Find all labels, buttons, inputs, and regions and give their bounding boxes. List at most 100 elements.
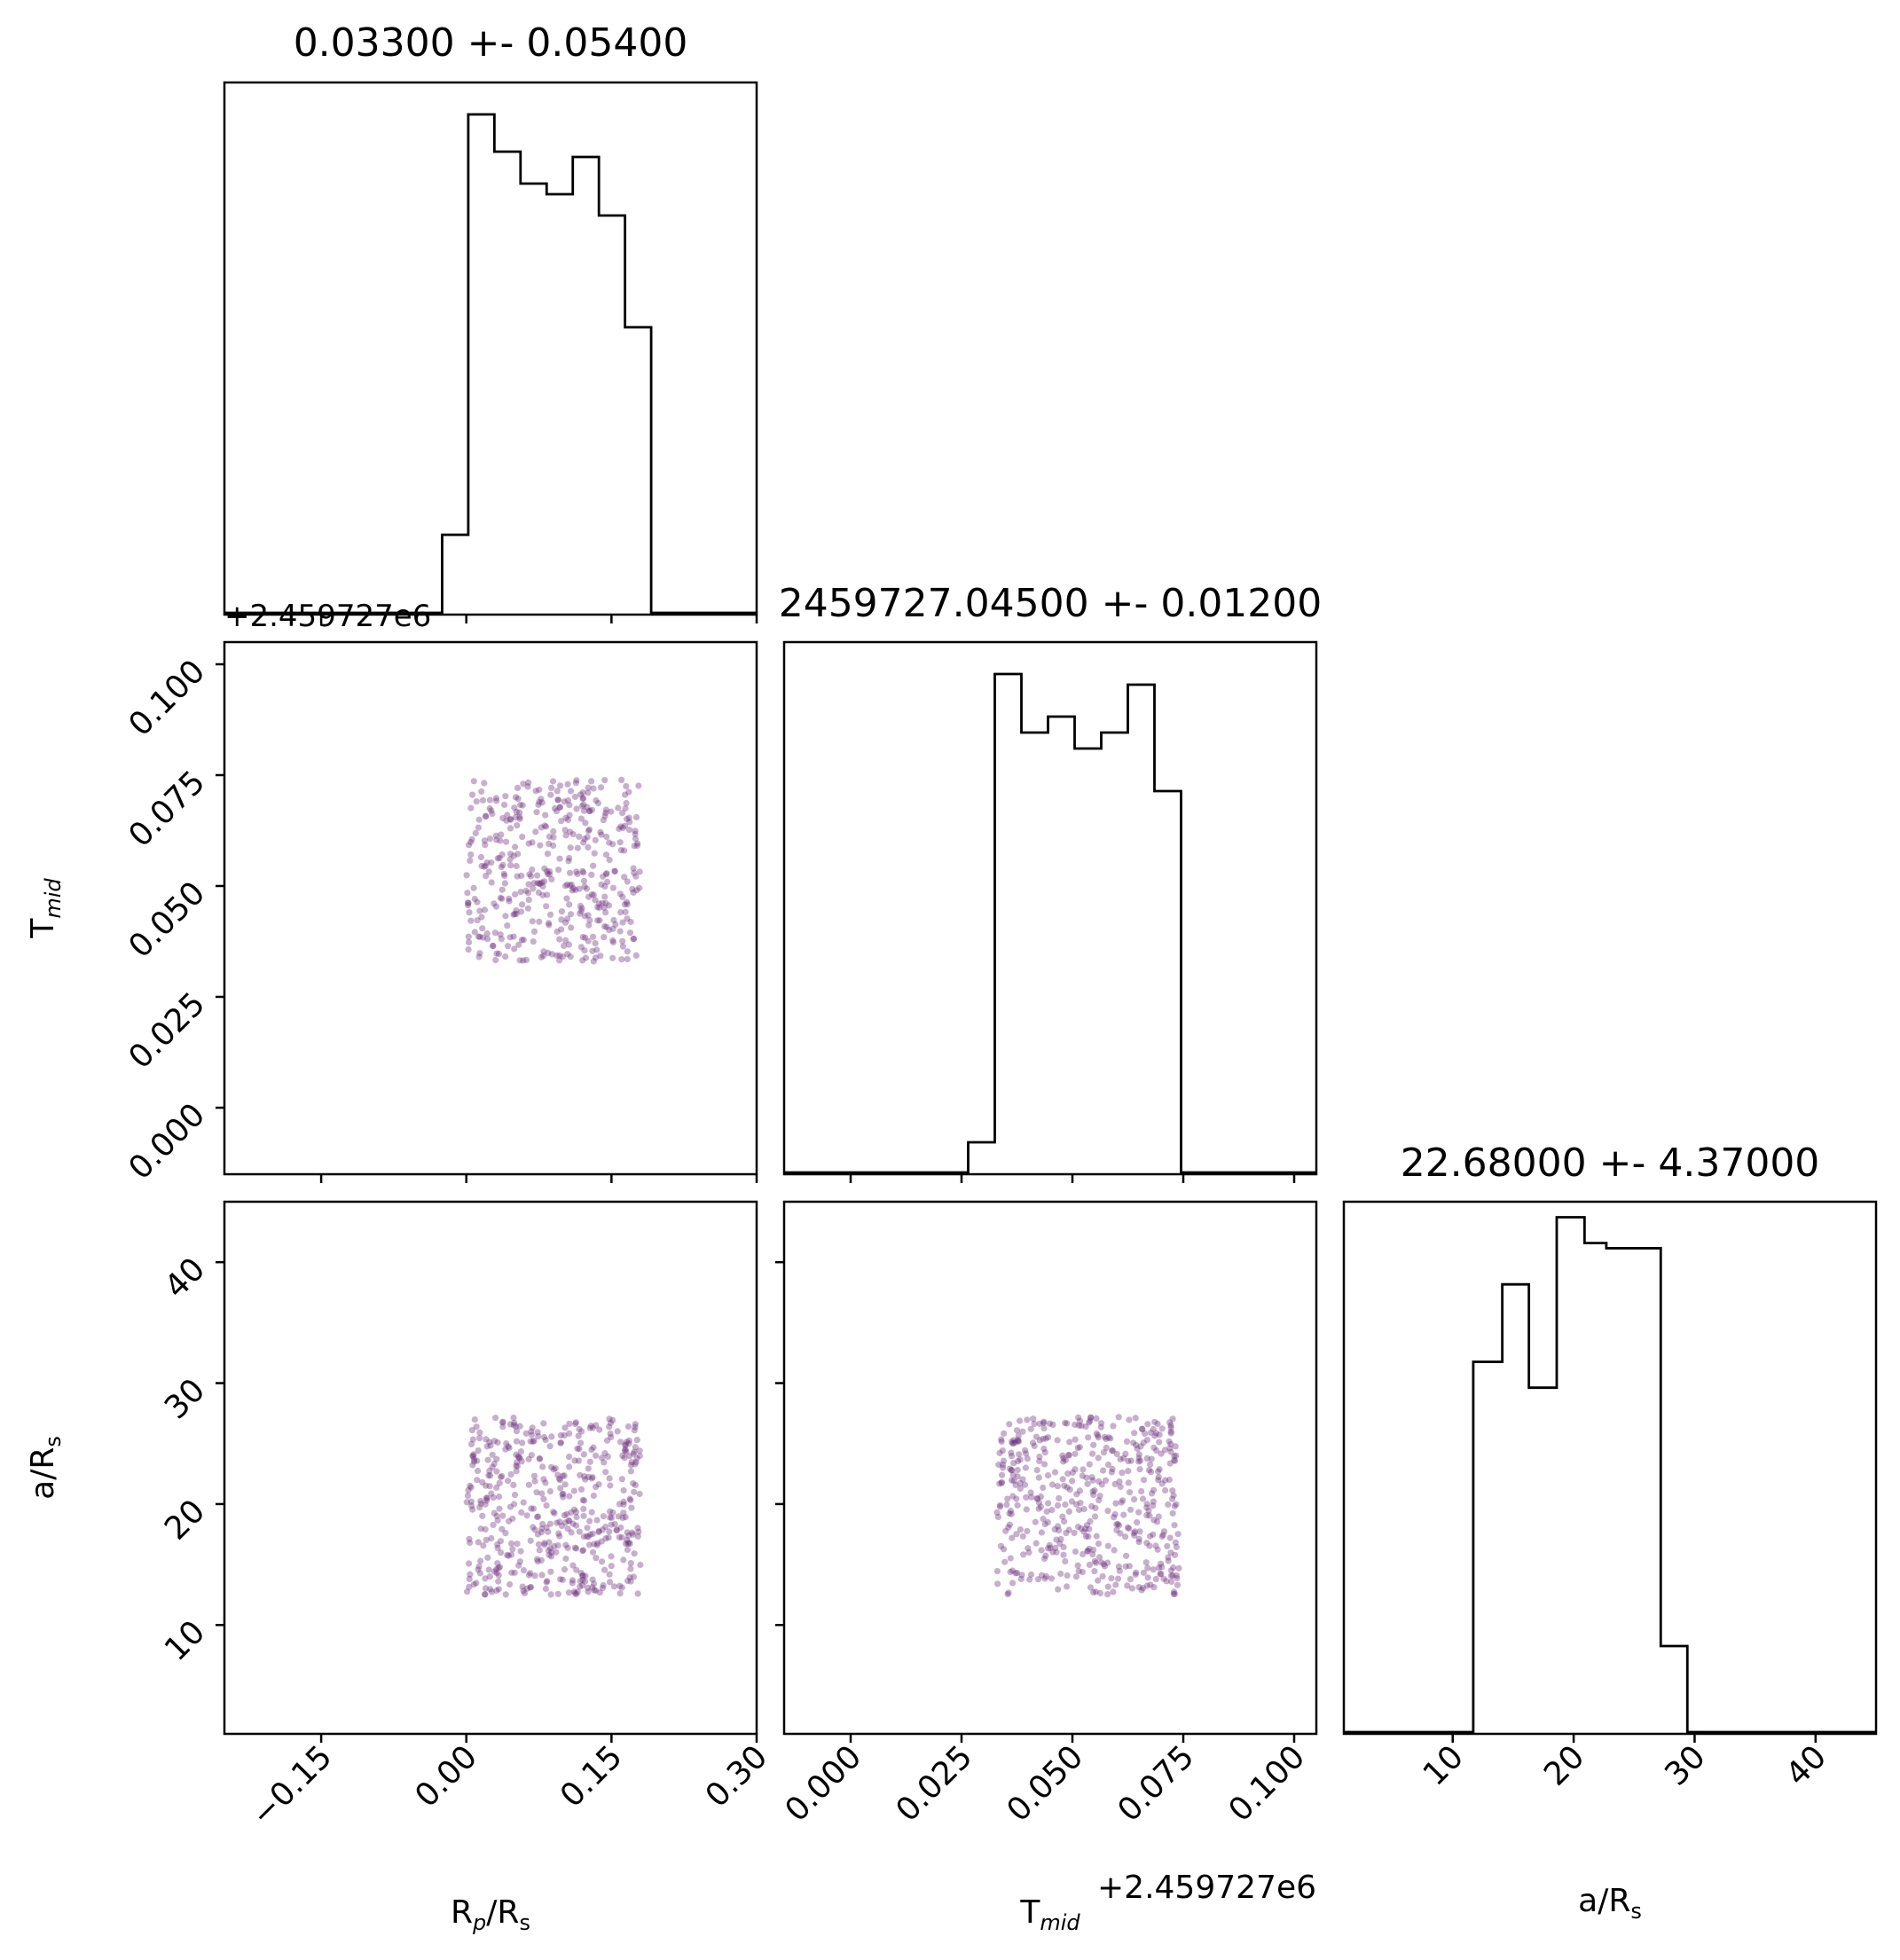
- scatter-point: [599, 1585, 607, 1592]
- scatter-point: [485, 1566, 492, 1573]
- scatter-point: [593, 1452, 600, 1459]
- scatter-point: [533, 809, 540, 816]
- scatter-point: [483, 1443, 491, 1450]
- scatter-point: [1095, 1431, 1102, 1439]
- scatter-point: [491, 1568, 499, 1575]
- scatter-point: [602, 1524, 609, 1531]
- scatter-point: [624, 955, 631, 963]
- scatter-point: [506, 851, 514, 858]
- scatter-point: [1014, 1501, 1021, 1509]
- scatter-point: [573, 1590, 580, 1598]
- scatter-point: [1046, 1541, 1053, 1548]
- scatter-point: [557, 1431, 564, 1439]
- scatter-point: [558, 1523, 566, 1530]
- scatter-point: [589, 947, 596, 954]
- tick-label: 40: [158, 1251, 212, 1305]
- scatter-point: [526, 871, 533, 878]
- scatter-point: [1153, 1430, 1160, 1437]
- scatter-point: [627, 1560, 634, 1567]
- scatter-point: [492, 832, 499, 839]
- scatter-point: [527, 1570, 534, 1577]
- scatter-point: [1060, 1458, 1067, 1465]
- scatter-point: [1084, 1547, 1091, 1555]
- scatter-point: [515, 1562, 522, 1569]
- scatter-point: [1010, 1437, 1017, 1444]
- scatter-point: [589, 1424, 597, 1431]
- scatter-point: [1054, 1501, 1062, 1509]
- scatter-point: [590, 862, 597, 869]
- scatter-point: [584, 804, 591, 811]
- scatter-point: [482, 1501, 489, 1508]
- scatter-point: [507, 862, 514, 869]
- scatter-point: [464, 1493, 472, 1500]
- scatter-point: [630, 1450, 637, 1457]
- scatter-point: [1126, 1563, 1133, 1570]
- scatter-point: [482, 1591, 489, 1598]
- scatter-point: [489, 1463, 496, 1470]
- offset-label-tmid-ars: +2.459727e6: [1097, 1870, 1316, 1906]
- scatter-point: [562, 832, 569, 839]
- scatter-point: [606, 1415, 613, 1423]
- scatter-point: [1045, 1472, 1052, 1479]
- scatter-point: [543, 1579, 550, 1586]
- scatter-point: [1007, 1507, 1015, 1515]
- scatter-point: [1069, 1478, 1076, 1485]
- scatter-point: [494, 855, 501, 862]
- scatter-point: [601, 1566, 608, 1573]
- scatter-point: [1062, 1557, 1069, 1565]
- scatter-point: [475, 824, 483, 831]
- scatter-point: [1010, 1460, 1017, 1467]
- scatter-point: [1019, 1533, 1026, 1540]
- scatter-point: [569, 831, 577, 838]
- scatter-point: [996, 1501, 1004, 1509]
- scatter-point: [499, 814, 506, 822]
- scatter-point: [1009, 1439, 1016, 1447]
- scatter-point: [1009, 1534, 1016, 1541]
- scatter-point: [545, 949, 552, 957]
- scatter-point: [474, 1477, 481, 1484]
- scatter-point: [479, 796, 487, 804]
- scatter-point: [1135, 1458, 1142, 1465]
- scatter-point: [538, 1490, 546, 1497]
- scatter-point: [1003, 1501, 1010, 1509]
- scatter-point: [534, 1557, 541, 1565]
- scatter-point: [1111, 1547, 1118, 1554]
- scatter-point: [588, 1475, 595, 1482]
- scatter-point: [1135, 1539, 1142, 1546]
- scatter-point: [595, 1481, 602, 1488]
- scatter-point: [609, 937, 616, 944]
- scatter-point: [1056, 1540, 1064, 1547]
- scatter-point: [546, 1545, 554, 1552]
- scatter-point: [1092, 1588, 1099, 1595]
- scatter-point: [470, 1458, 478, 1465]
- scatter-point: [486, 1483, 493, 1490]
- scatter-point: [1148, 1490, 1156, 1497]
- scatter-point: [588, 806, 596, 813]
- scatter-point: [530, 1472, 538, 1479]
- scatter-point: [467, 1539, 474, 1547]
- scatter-point: [556, 1518, 563, 1525]
- scatter-point: [585, 937, 592, 945]
- scatter-point: [1135, 1535, 1142, 1542]
- scatter-rp-ars-points: [463, 1415, 644, 1598]
- scatter-point: [548, 1433, 555, 1440]
- scatter-point: [1017, 1479, 1024, 1486]
- scatter-point: [590, 891, 597, 898]
- scatter-point: [584, 1584, 592, 1591]
- scatter-point: [467, 917, 475, 924]
- scatter-point: [585, 843, 592, 851]
- scatter-point: [523, 1512, 530, 1519]
- scatter-point: [538, 1525, 546, 1533]
- scatter-point: [1014, 1466, 1021, 1474]
- scatter-point: [1032, 1433, 1040, 1440]
- scatter-point: [518, 872, 525, 880]
- scatter-point: [1066, 1439, 1073, 1446]
- scatter-point: [546, 1443, 554, 1450]
- scatter-point: [1095, 1577, 1102, 1584]
- scatter-point: [577, 907, 585, 914]
- scatter-point: [502, 1591, 509, 1598]
- scatter-point: [571, 1590, 579, 1597]
- scatter-point: [1074, 1523, 1082, 1531]
- scatter-point: [1064, 1572, 1071, 1580]
- scatter-point: [1103, 1444, 1110, 1451]
